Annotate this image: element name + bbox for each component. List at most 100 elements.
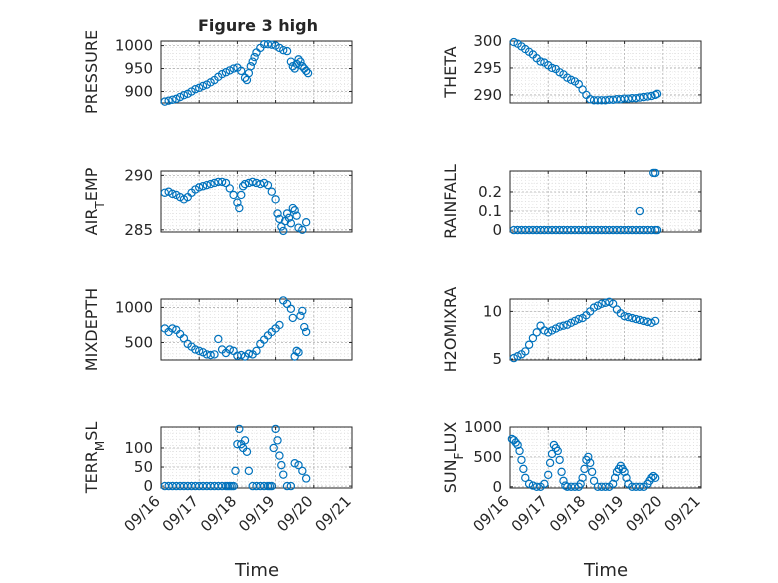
data-point: [601, 482, 610, 492]
data-point: [246, 62, 255, 71]
data-point: [202, 180, 212, 190]
data-point: [252, 346, 261, 356]
y-tick-label: 290: [473, 86, 502, 104]
data-point: [235, 424, 244, 434]
data-point: [557, 467, 566, 477]
data-point: [296, 311, 305, 321]
data-point: [559, 476, 568, 486]
data-point: [237, 350, 246, 360]
data-point: [248, 177, 257, 187]
data-point: [237, 66, 246, 76]
data-point: [622, 473, 631, 483]
data-point: [231, 466, 240, 476]
data-point: [524, 340, 534, 349]
data-point: [277, 222, 286, 231]
data-point: [652, 225, 662, 235]
data-point: [597, 299, 606, 308]
y-tick-label: 0: [492, 478, 502, 496]
data-point: [521, 347, 530, 356]
data-point: [650, 316, 660, 326]
data-point: [528, 481, 538, 490]
data-point: [229, 481, 238, 491]
data-point: [528, 333, 538, 343]
data-point: [288, 203, 297, 213]
y-tick-label: 5: [492, 350, 502, 368]
data-point: [225, 345, 234, 354]
axes-box-air_temp: [160, 170, 353, 233]
y-axis-label-sun_flux: SUNFLUX: [441, 422, 466, 494]
data-point: [221, 68, 231, 77]
data-point: [511, 438, 520, 447]
axes-box-terr_msl: [160, 426, 353, 489]
data-point: [286, 219, 296, 228]
data-point: [214, 334, 223, 344]
data-point: [233, 439, 242, 449]
y-tick-label: 0.1: [478, 202, 502, 220]
data-point: [286, 304, 296, 314]
data-point: [519, 464, 528, 474]
y-tick-label: 0: [143, 477, 153, 495]
data-point: [576, 479, 585, 489]
data-point: [587, 467, 597, 477]
data-point: [282, 481, 292, 491]
data-point: [273, 209, 282, 218]
data-point: [286, 57, 296, 66]
data-point: [275, 320, 284, 330]
data-point: [210, 350, 219, 359]
data-point: [198, 182, 208, 191]
data-point: [282, 209, 292, 218]
data-point: [206, 350, 215, 360]
data-point: [294, 348, 303, 357]
data-point: [275, 451, 284, 460]
data-point: [277, 460, 286, 470]
data-point: [521, 473, 530, 483]
data-point: [553, 446, 562, 456]
figure-title: Figure 3 high: [198, 16, 318, 35]
data-point: [586, 458, 595, 468]
data-point: [194, 346, 204, 356]
data-point: [217, 177, 227, 187]
data-point: [179, 90, 189, 100]
data-point: [647, 473, 656, 483]
y-tick-label: 50: [134, 458, 153, 476]
data-point: [240, 436, 250, 445]
data-point: [547, 63, 557, 73]
y-axis-label-air_temp: AIRTEMP: [82, 167, 107, 235]
data-point: [509, 37, 519, 47]
data-point: [290, 64, 299, 73]
data-point: [217, 69, 227, 79]
data-point: [194, 183, 204, 192]
data-point: [301, 66, 311, 76]
data-point: [545, 458, 555, 468]
data-point: [540, 479, 549, 489]
y-tick-label: 290: [124, 166, 153, 184]
axes-mixdepth: 500 1000 MIXDEPTH: [82, 288, 353, 371]
data-point: [235, 203, 244, 213]
axes-h2omixra: 5 10 H2OMIXRA: [441, 287, 702, 372]
y-tick-label: 100: [124, 439, 153, 457]
data-point: [175, 92, 185, 102]
data-point: [301, 217, 311, 227]
axes-pressure: 900 950 1000 PRESSURE: [82, 30, 353, 114]
y-tick-label: 500: [124, 333, 153, 351]
y-tick-label: 295: [473, 59, 502, 77]
data-point: [288, 313, 297, 323]
data-point: [584, 452, 593, 462]
y-axis-label-terr_msl: TERRMSL: [82, 422, 107, 495]
axes-theta: 290 295 300 THETA: [441, 32, 702, 105]
data-point: [513, 440, 522, 450]
data-point: [267, 40, 276, 49]
data-point: [578, 85, 587, 94]
y-tick-label: 0: [492, 221, 502, 239]
axes-box-rainfall: [509, 170, 702, 233]
data-point: [589, 476, 599, 486]
data-point: [237, 190, 246, 200]
data-point: [301, 327, 311, 337]
data-point: [298, 225, 307, 235]
data-point: [647, 91, 656, 101]
data-point: [635, 315, 645, 325]
y-tick-label: 10: [483, 302, 502, 320]
data-point: [164, 96, 173, 105]
